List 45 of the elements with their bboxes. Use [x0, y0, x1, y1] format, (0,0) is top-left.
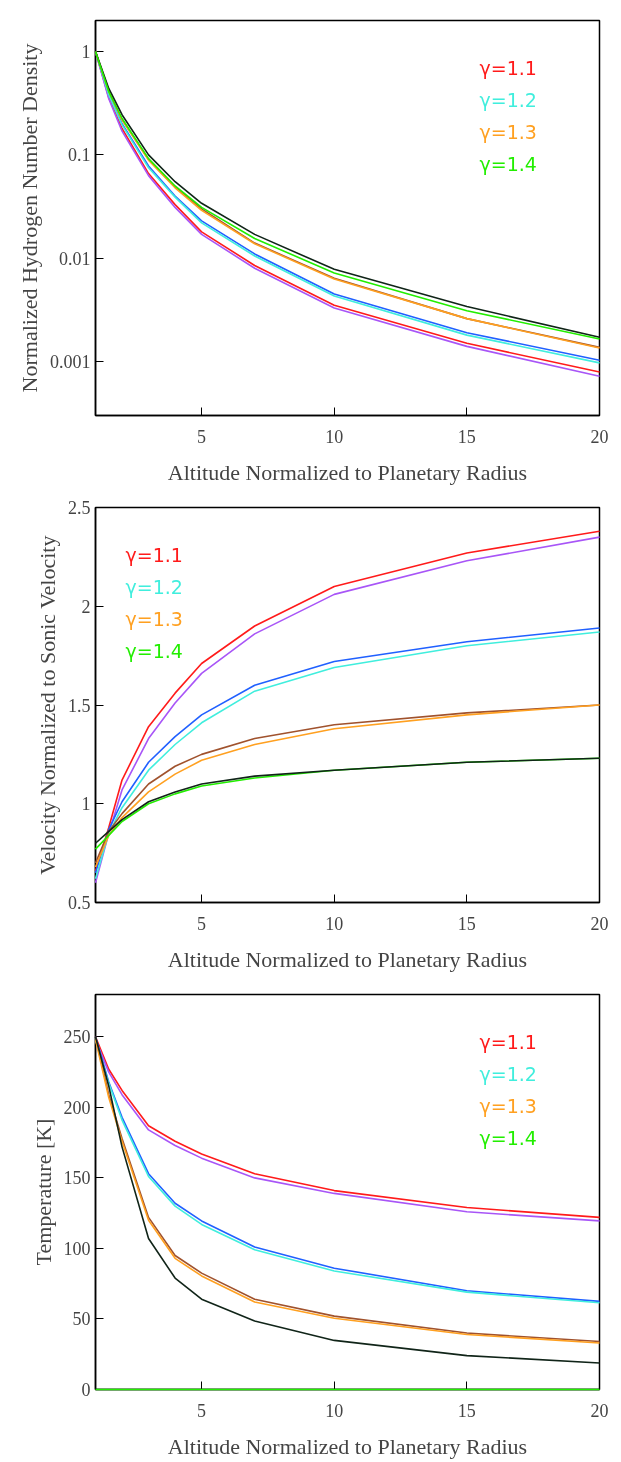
y-tick-label: 0.1 [68, 145, 91, 166]
y-tick-label: 0.001 [50, 351, 91, 372]
text: γ=1.4 [479, 1126, 537, 1149]
text: γ=1.3 [479, 1094, 537, 1117]
text: γ=1.2 [125, 575, 183, 598]
text: γ=1.1 [479, 56, 537, 79]
text: γ=1.2 [479, 1062, 537, 1085]
x-axis-title: Altitude Normalized to Planetary Radius [167, 946, 528, 972]
text: γ=1.4 [125, 639, 183, 662]
y-axis-title: Temperature [K] [30, 1118, 56, 1266]
y-tick-label: 50 [72, 1309, 91, 1330]
x-tick-label: 20 [590, 913, 609, 934]
x-tick-label: 5 [197, 426, 207, 447]
y-tick-label: 1.5 [68, 695, 91, 716]
x-tick-label: 10 [325, 1400, 344, 1421]
text: γ=1.2 [479, 88, 537, 111]
x-axis-title: Altitude Normalized to Planetary Radius [167, 1433, 528, 1459]
x-tick-label: 15 [457, 1400, 476, 1421]
x-axis-title: Altitude Normalized to Planetary Radius [167, 459, 528, 485]
y-tick-label: 0.01 [59, 248, 91, 269]
x-tick-label: 20 [590, 1400, 609, 1421]
text: γ=1.3 [125, 607, 183, 630]
y-axis-title: Normalized Hydrogen Number Density [17, 43, 42, 393]
x-tick-label: 5 [197, 913, 207, 934]
y-tick-label: 2 [81, 596, 91, 617]
x-tick-label: 15 [457, 426, 476, 447]
y-tick-label: 100 [63, 1238, 91, 1259]
y-tick-label: 200 [63, 1097, 91, 1118]
x-tick-label: 15 [457, 913, 476, 934]
x-tick-label: 5 [197, 1400, 207, 1421]
y-tick-label: 0.5 [68, 893, 91, 913]
text: γ=1.3 [479, 120, 537, 143]
y-tick-label: 0 [81, 1380, 91, 1400]
text: γ=1.4 [479, 152, 537, 175]
text: γ=1.1 [125, 543, 183, 566]
y-tick-label: 1 [81, 794, 91, 815]
y-tick-label: 2.5 [68, 498, 91, 518]
text: γ=1.1 [479, 1030, 537, 1053]
x-tick-label: 20 [590, 426, 609, 447]
y-tick-label: 250 [63, 1027, 91, 1048]
x-tick-label: 10 [325, 913, 344, 934]
y-tick-label: 1 [81, 42, 91, 63]
y-tick-label: 150 [63, 1168, 91, 1189]
x-tick-label: 10 [325, 426, 344, 447]
y-axis-title: Velocity Normalized to Sonic Velocity [35, 535, 60, 875]
